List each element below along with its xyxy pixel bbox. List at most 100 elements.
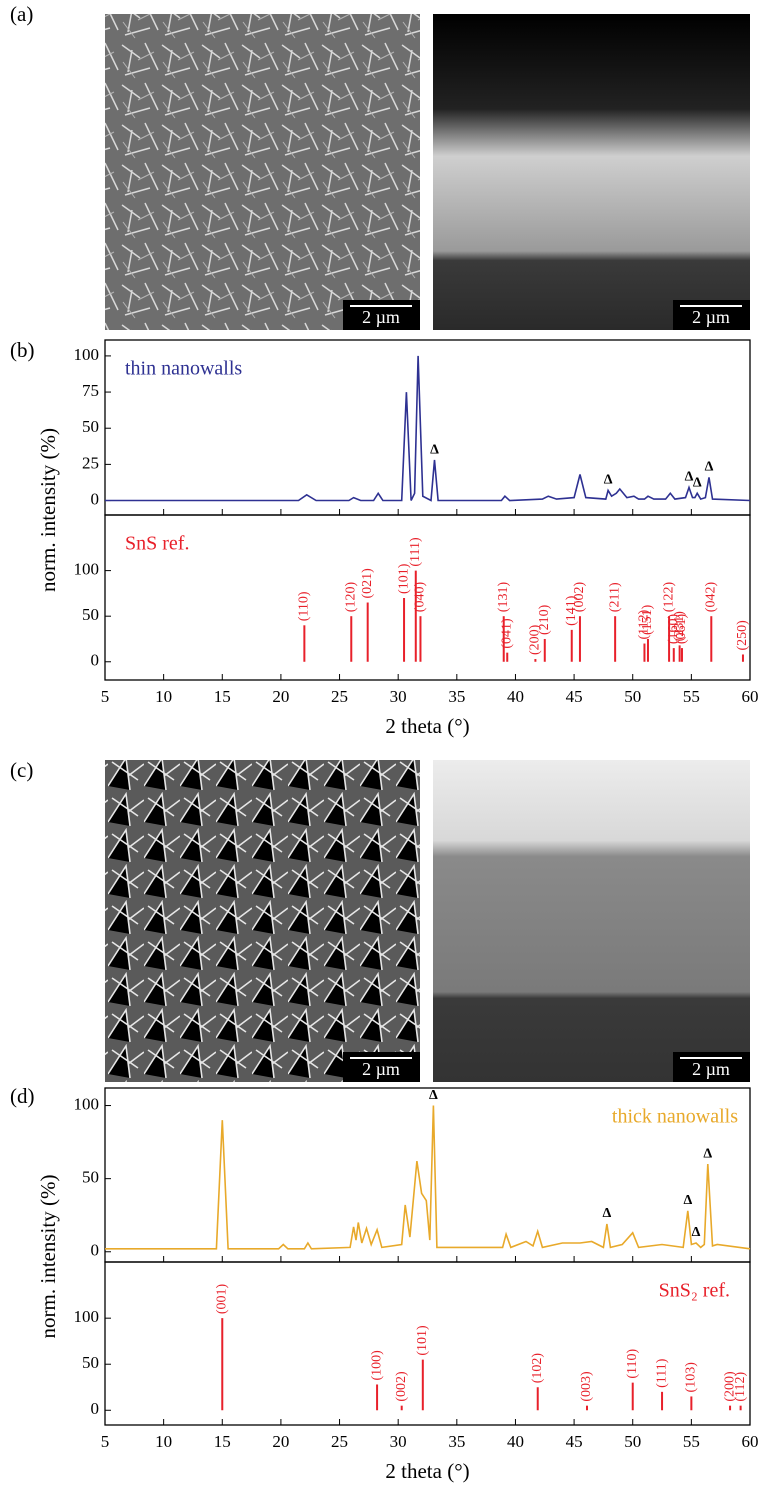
panel-label: (b) [10,338,35,362]
hkl-label: (061) [674,613,689,644]
hkl-label: (200) [722,1371,737,1402]
reference-label: SnS ref. [125,533,189,555]
scale-bar-label: 2 µm [692,307,730,327]
scale-bar-label: 2 µm [362,307,400,327]
x-tick-label: 45 [566,687,583,706]
x-tick-label: 60 [742,687,759,706]
panel-label: (a) [10,2,33,26]
x-tick-label: 35 [448,1432,465,1451]
x-tick-label: 20 [272,687,289,706]
x-tick-label: 25 [331,1432,348,1451]
y-axis-label: norm. intensity (%) [36,1175,60,1339]
x-tick-label: 10 [155,687,172,706]
sem-image [105,760,420,1082]
hkl-label: (111) [408,537,423,567]
hkl-label: (001) [214,1284,229,1315]
peak-marker: Δ [692,1225,701,1240]
x-tick-label: 15 [214,1432,231,1451]
hkl-label: (122) [661,582,676,613]
y-tick-label: 50 [82,605,99,624]
hkl-label: (002) [572,582,587,613]
peak-marker: Δ [693,476,702,491]
x-tick-label: 60 [742,1432,759,1451]
xrd-line [105,355,751,502]
hkl-label: (111) [654,1358,669,1388]
y-axis-label: norm. intensity (%) [36,428,60,592]
hkl-label: (160) [666,613,681,644]
hkl-label: (200) [528,624,543,655]
hkl-label: (231) [672,611,687,642]
y-tick-label: 25 [82,453,99,472]
y-tick-label: 0 [91,1399,100,1418]
sem-image [433,14,750,330]
x-tick-label: 40 [507,687,524,706]
y-tick-label: 0 [91,1241,100,1260]
hkl-label: (110) [625,1348,640,1378]
x-tick-label: 5 [101,687,110,706]
scale-bar: 2 µm [343,300,420,330]
x-tick-label: 55 [683,1432,700,1451]
x-tick-label: 45 [566,1432,583,1451]
sem-image [433,760,750,1082]
y-tick-label: 100 [74,1094,100,1113]
y-tick-label: 100 [74,345,100,364]
y-tick-label: 50 [82,1353,99,1372]
y-tick-label: 100 [74,560,100,579]
plot-frame [104,514,751,681]
sem-image [105,14,420,330]
hkl-label: (120) [343,582,358,613]
y-tick-label: 0 [91,651,100,670]
x-tick-label: 50 [624,1432,641,1451]
x-tick-label: 35 [448,687,465,706]
hkl-label: (002) [394,1371,409,1402]
x-tick-label: 30 [390,1432,407,1451]
x-tick-label: 40 [507,1432,524,1451]
hkl-label: (103) [684,1362,699,1393]
hkl-label: (210) [537,604,552,635]
hkl-label: (141) [564,595,579,626]
y-tick-label: 50 [82,417,99,436]
peak-marker: Δ [703,1146,712,1161]
peak-marker: Δ [430,442,439,457]
peak-marker: Δ [604,473,613,488]
x-tick-label: 50 [624,687,641,706]
hkl-label: (100) [369,1350,384,1381]
hkl-label: (040) [413,582,428,613]
peak-marker: Δ [685,470,694,485]
hkl-label: (021) [360,568,375,599]
y-tick-label: 0 [91,489,100,508]
hkl-label: (042) [704,582,719,613]
y-tick-label: 50 [82,1168,99,1187]
scale-bar: 2 µm [343,1052,420,1082]
scale-bar: 2 µm [673,1052,750,1082]
hkl-label: (211) [607,582,622,612]
x-axis-label: 2 theta (°) [385,714,469,738]
peak-marker: Δ [705,460,714,475]
panel-label: (d) [10,1084,35,1108]
hkl-label: (110) [297,591,312,621]
x-tick-label: 55 [683,687,700,706]
x-axis-label: 2 theta (°) [385,1459,469,1483]
legend-label: thin nanowalls [125,358,242,380]
x-tick-label: 15 [214,687,231,706]
x-tick-label: 20 [272,1432,289,1451]
hkl-label: (131) [496,582,511,613]
reference-label: SnS₂ ref. [659,1280,730,1302]
plot-frame [104,1261,751,1426]
legend-label: thick nanowalls [612,1106,738,1128]
hkl-label: (041) [499,618,514,649]
hkl-label: (101) [415,1325,430,1356]
peak-marker: Δ [603,1206,612,1221]
hkl-label: (112) [733,1372,748,1402]
scale-bar-label: 2 µm [362,1059,400,1079]
hkl-label: (102) [530,1353,545,1384]
hkl-label: (250) [735,620,750,651]
x-tick-label: 30 [390,687,407,706]
y-tick-label: 100 [74,1307,100,1326]
hkl-label: (151) [640,604,655,635]
scale-bar-label: 2 µm [692,1059,730,1079]
y-tick-label: 75 [82,381,99,400]
peak-marker: Δ [683,1193,692,1208]
